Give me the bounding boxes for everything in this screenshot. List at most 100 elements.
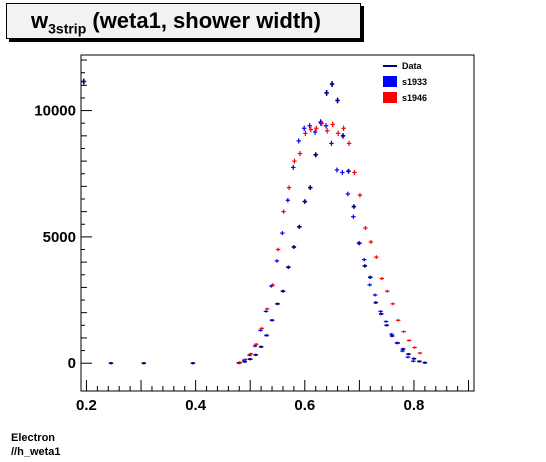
data-point-s1946 bbox=[308, 126, 314, 133]
data-point-s1933 bbox=[383, 320, 389, 323]
data-point-Data bbox=[275, 302, 280, 306]
data-point-s1946 bbox=[357, 192, 363, 198]
data-point-Data bbox=[190, 362, 196, 365]
x-tick-label: 0.4 bbox=[185, 397, 207, 414]
data-point-s1946 bbox=[254, 343, 259, 346]
data-point-Data bbox=[346, 168, 351, 174]
data-point-Data bbox=[253, 353, 258, 357]
data-point-s1933 bbox=[405, 355, 411, 359]
data-point-Data bbox=[258, 345, 264, 348]
data-point-s1933 bbox=[323, 123, 329, 129]
legend-label-s1946: s1946 bbox=[402, 93, 427, 103]
data-point-s1933 bbox=[252, 344, 258, 348]
data-point-Data bbox=[308, 185, 313, 190]
data-point-s1933 bbox=[307, 123, 312, 129]
data-point-s1946 bbox=[286, 185, 292, 190]
data-point-s1946 bbox=[324, 128, 330, 134]
data-point-s1933 bbox=[367, 283, 372, 287]
data-point-Data bbox=[335, 97, 340, 104]
data-point-Data bbox=[406, 352, 411, 356]
data-point-Data bbox=[411, 357, 417, 360]
data-point-Data bbox=[280, 289, 286, 293]
data-point-s1933 bbox=[329, 140, 334, 147]
data-point-s1933 bbox=[291, 164, 296, 170]
data-point-Data bbox=[340, 133, 346, 139]
data-point-s1946 bbox=[270, 283, 275, 287]
data-point-s1946 bbox=[401, 330, 406, 333]
data-point-s1933 bbox=[389, 332, 394, 336]
data-point-s1946 bbox=[368, 240, 374, 244]
data-point-Data bbox=[302, 199, 308, 204]
x-tick-label: 0.2 bbox=[76, 397, 97, 414]
data-point-Data bbox=[329, 81, 335, 87]
data-point-s1933 bbox=[394, 341, 400, 345]
y-tick-label: 0 bbox=[68, 355, 76, 372]
chart-title: w3strip (weta1, shower width) bbox=[31, 8, 321, 37]
data-point-s1946 bbox=[374, 255, 379, 259]
data-point-s1946 bbox=[412, 346, 417, 349]
data-point-Data bbox=[400, 347, 406, 351]
title-box: w3strip (weta1, shower width) bbox=[6, 3, 361, 39]
data-point-s1946 bbox=[395, 319, 401, 322]
data-point-Data bbox=[313, 152, 318, 158]
legend-swatch-s1946 bbox=[383, 92, 397, 103]
data-point-s1946 bbox=[346, 140, 352, 147]
x-tick-label: 0.8 bbox=[404, 397, 425, 414]
data-point-Data bbox=[362, 264, 368, 268]
data-point-s1946 bbox=[406, 339, 412, 342]
data-point-s1933 bbox=[372, 293, 378, 297]
data-point-s1933 bbox=[280, 231, 285, 236]
data-point-Data bbox=[384, 324, 389, 327]
data-point-s1946 bbox=[281, 209, 286, 214]
data-point-s1946 bbox=[417, 351, 423, 355]
data-point-s1946 bbox=[264, 307, 270, 311]
data-point-s1933 bbox=[312, 129, 318, 135]
data-point-Data bbox=[286, 265, 291, 269]
data-point-s1946 bbox=[248, 352, 254, 356]
data-point-Data bbox=[81, 78, 86, 85]
data-point-Data bbox=[108, 362, 114, 365]
data-point-s1946 bbox=[314, 125, 319, 131]
legend-swatch-s1933 bbox=[383, 76, 397, 87]
x-tick-label: 0.6 bbox=[294, 397, 315, 414]
data-point-Data bbox=[297, 224, 302, 229]
data-point-s1933 bbox=[356, 241, 362, 246]
legend-label-Data: Data bbox=[402, 61, 423, 71]
data-point-s1933 bbox=[411, 359, 416, 363]
data-point-s1946 bbox=[352, 170, 357, 175]
data-point-s1946 bbox=[259, 327, 264, 330]
data-point-Data bbox=[417, 360, 422, 363]
data-point-Data bbox=[368, 275, 373, 279]
data-point-s1946 bbox=[275, 247, 281, 252]
data-point-Data bbox=[373, 301, 378, 304]
data-point-Data bbox=[247, 357, 253, 361]
data-point-s1933 bbox=[400, 349, 405, 353]
data-point-s1933 bbox=[263, 310, 269, 313]
data-point-s1933 bbox=[340, 170, 345, 175]
data-point-s1946 bbox=[379, 276, 385, 281]
data-point-s1933 bbox=[301, 125, 307, 131]
data-point-s1946 bbox=[303, 130, 308, 136]
data-point-s1933 bbox=[274, 259, 280, 263]
data-point-s1946 bbox=[292, 158, 297, 164]
data-point-s1933 bbox=[258, 329, 263, 332]
data-point-s1946 bbox=[363, 226, 368, 231]
data-point-s1946 bbox=[330, 121, 335, 128]
data-point-s1946 bbox=[385, 289, 390, 293]
data-point-s1946 bbox=[243, 358, 248, 361]
data-point-s1933 bbox=[285, 198, 291, 203]
data-point-Data bbox=[269, 319, 275, 322]
data-point-s1933 bbox=[378, 310, 383, 313]
data-point-s1933 bbox=[345, 191, 351, 197]
data-point-Data bbox=[141, 362, 146, 365]
data-point-s1946 bbox=[341, 125, 346, 131]
data-point-Data bbox=[242, 360, 247, 363]
data-point-s1933 bbox=[296, 138, 301, 144]
plot-frame bbox=[80, 54, 475, 392]
data-point-Data bbox=[324, 89, 329, 96]
footer-label-histogram: //h_weta1 bbox=[11, 446, 61, 458]
y-tick-label: 5000 bbox=[43, 229, 76, 246]
y-tick-label: 10000 bbox=[34, 103, 76, 120]
data-point-Data bbox=[264, 334, 269, 337]
